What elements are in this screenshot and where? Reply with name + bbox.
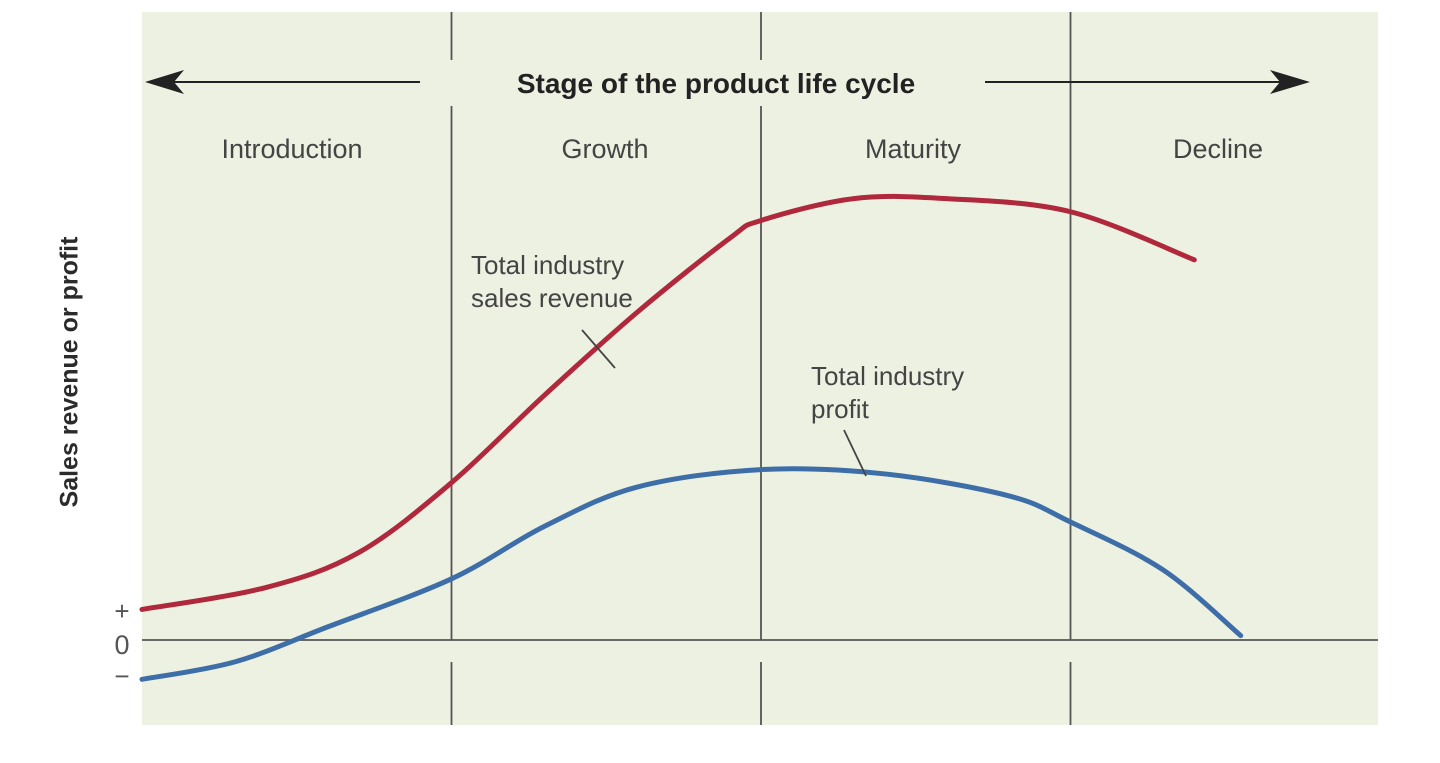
- y-tick-plus: +: [114, 596, 129, 626]
- sales-annotation: Total industry sales revenue: [471, 250, 633, 313]
- y-tick-zero: 0: [114, 630, 129, 660]
- stage-label-maturity: Maturity: [865, 134, 962, 164]
- stage-label-growth: Growth: [561, 134, 648, 164]
- y-tick-minus: −: [114, 661, 129, 691]
- sales-annotation-leader: [581, 329, 616, 369]
- profit-annotation-leader: [843, 429, 867, 477]
- sales-annotation-line-1: Total industry: [471, 250, 624, 280]
- stage-dividers: [450, 12, 1072, 725]
- sales-annotation-line-2: sales revenue: [471, 283, 633, 313]
- profit-line: [139, 466, 1244, 682]
- left-arrow-icon: [145, 70, 184, 94]
- chart-title: Stage of the product life cycle: [517, 68, 915, 99]
- stage-label-decline: Decline: [1173, 134, 1263, 164]
- profit-annotation-line-2: profit: [811, 394, 870, 424]
- plot-background: [142, 12, 1378, 725]
- y-axis-label-text: Sales revenue or profit: [55, 236, 84, 508]
- stage-label-introduction: Introduction: [221, 134, 362, 164]
- profit-annotation: Total industry profit: [811, 361, 971, 424]
- sales-revenue-line: [139, 193, 1197, 612]
- profit-annotation-line-1: Total industry: [811, 361, 964, 391]
- right-arrow-icon: [1270, 70, 1310, 94]
- y-axis-label: Sales revenue or profit: [56, 237, 85, 508]
- series-layer: [139, 193, 1244, 682]
